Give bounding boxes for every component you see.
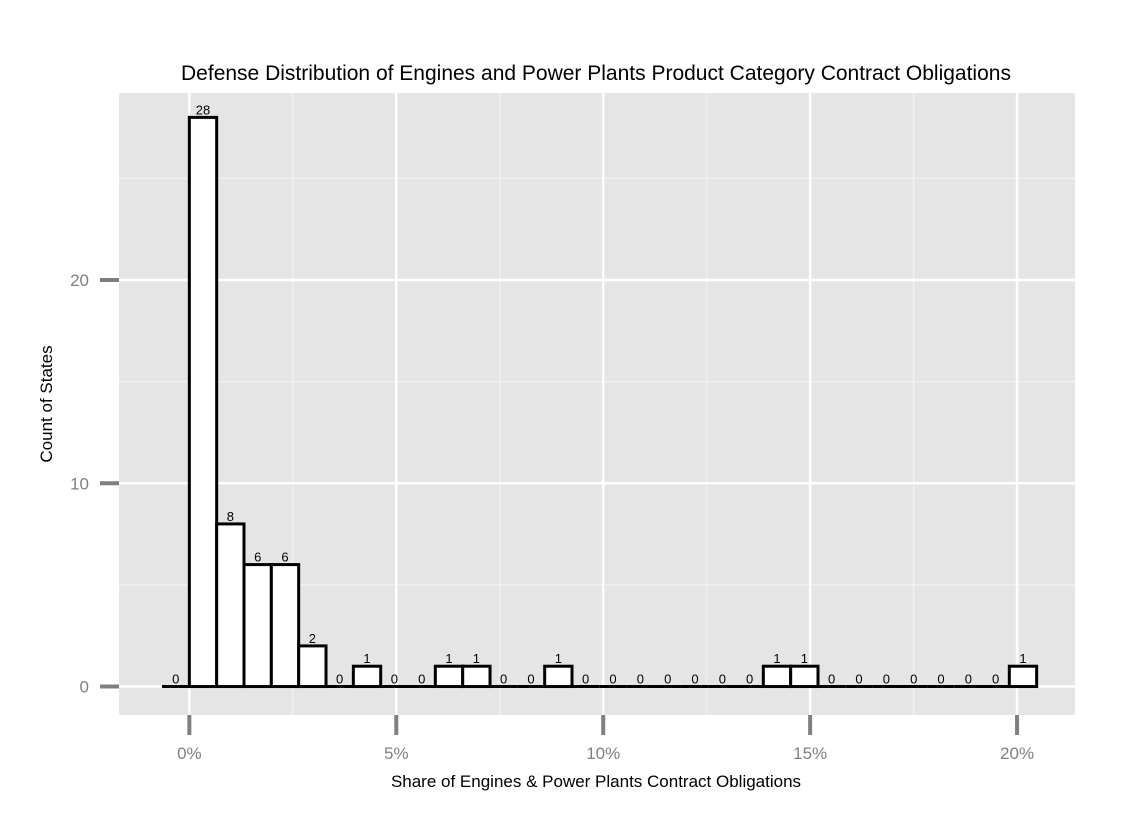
- bar-count-label: 0: [828, 672, 835, 687]
- chart-title: Defense Distribution of Engines and Powe…: [181, 62, 1011, 85]
- histogram-bar: [351, 664, 383, 689]
- bar-count-label: 0: [637, 672, 644, 687]
- bar-count-label: 0: [691, 672, 698, 687]
- x-tick-label: 5%: [384, 744, 409, 763]
- bar-count-label: 1: [363, 651, 370, 666]
- histogram-bar: [215, 522, 246, 689]
- bar-count-label: 0: [910, 672, 917, 687]
- histogram-bar: [543, 664, 574, 689]
- bar-count-label: 0: [527, 672, 534, 687]
- bar-count-label: 0: [719, 672, 726, 687]
- x-axis-ticks: 0% 5% 10% 15% 20%: [177, 715, 1034, 763]
- bar-count-label: 0: [883, 672, 890, 687]
- histogram-bar: [761, 664, 793, 689]
- bar-count-label: 0: [746, 672, 753, 687]
- bar-count-label: 28: [196, 102, 210, 117]
- bar-count-label: 0: [500, 672, 507, 687]
- histogram-bar: [433, 664, 465, 689]
- minor-gridlines: [119, 93, 1075, 715]
- histogram-bar: [461, 664, 492, 689]
- x-tick-label: 20%: [1000, 744, 1034, 763]
- bar-count-label: 0: [855, 672, 862, 687]
- bar-count-label: 0: [965, 672, 972, 687]
- bar-count-label: 0: [172, 672, 179, 687]
- bar-count-label: 1: [1019, 651, 1026, 666]
- bar-count-label: 0: [418, 672, 425, 687]
- bar-count-label: 8: [227, 509, 234, 524]
- bar-count-label: 0: [609, 672, 616, 687]
- bar-count-label: 1: [473, 651, 480, 666]
- bar-count-labels: 0 28 8 6 6 2 0 1 0 0 1 1 0 0 1 0 0 0 0 0 0 0 1 1 0 0 0 0 0 0 0 1: [172, 102, 1027, 686]
- bar-count-label: 1: [445, 651, 452, 666]
- bar-count-label: 0: [391, 672, 398, 687]
- y-tick-label: 10: [70, 474, 89, 493]
- histogram-bar: [187, 115, 219, 689]
- x-tick-label: 10%: [586, 744, 620, 763]
- bar-count-label: 2: [309, 631, 316, 646]
- bar-count-label: 1: [555, 651, 562, 666]
- x-axis-title: Share of Engines & Power Plants Contract…: [391, 772, 801, 791]
- y-axis-title: Count of States: [37, 345, 56, 462]
- x-tick-label: 15%: [793, 744, 827, 763]
- x-tick-label: 0%: [177, 744, 202, 763]
- histogram-bar: [1007, 664, 1039, 689]
- histogram-bars: [162, 115, 1039, 689]
- bar-count-label: 0: [937, 672, 944, 687]
- histogram-bar: [297, 644, 328, 689]
- bar-count-label: 6: [254, 550, 261, 565]
- bar-count-label: 1: [801, 651, 808, 666]
- histogram-bar: [242, 563, 273, 689]
- bar-count-label: 0: [664, 672, 671, 687]
- bar-count-label: 0: [582, 672, 589, 687]
- y-tick-label: 20: [70, 271, 89, 290]
- y-tick-label: 0: [80, 678, 89, 697]
- bar-count-label: 6: [281, 550, 288, 565]
- bar-count-label: 0: [992, 672, 999, 687]
- y-axis-ticks: 0 10 20: [70, 271, 119, 697]
- bar-count-label: 1: [773, 651, 780, 666]
- histogram-bar: [269, 563, 301, 689]
- bar-count-label: 0: [336, 672, 343, 687]
- histogram-bar: [789, 664, 820, 689]
